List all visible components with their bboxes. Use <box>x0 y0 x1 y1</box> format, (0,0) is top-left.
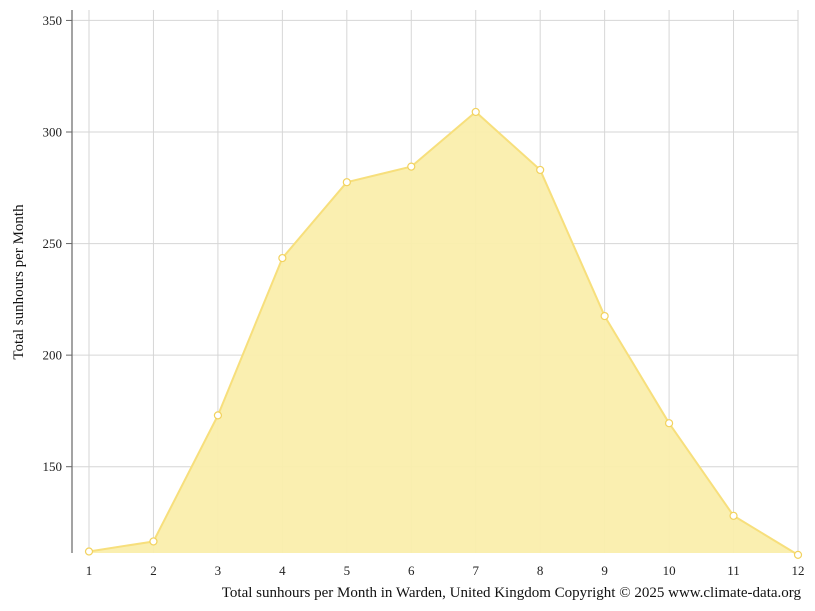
x-tick-label-4: 4 <box>279 563 286 578</box>
data-point-11 <box>729 511 738 520</box>
x-tick-label-12: 12 <box>792 563 805 578</box>
marker-layer <box>84 107 803 559</box>
x-tick-label-7: 7 <box>472 563 479 578</box>
chart-caption: Total sunhours per Month in Warden, Unit… <box>221 585 801 601</box>
x-tick-label-11: 11 <box>727 563 740 578</box>
data-point-9 <box>600 311 609 321</box>
y-tick-label-300: 300 <box>43 125 63 140</box>
data-point-3 <box>213 411 223 420</box>
data-point-2 <box>149 537 158 546</box>
x-tick-label-8: 8 <box>537 563 544 578</box>
data-point-10 <box>664 419 674 428</box>
x-tick-label-10: 10 <box>663 563 676 578</box>
y-tick-label-350: 350 <box>43 13 63 28</box>
x-tick-label-6: 6 <box>408 563 415 578</box>
x-tick-label-5: 5 <box>344 563 351 578</box>
y-tick-label-150: 150 <box>43 459 63 474</box>
data-point-5 <box>342 178 351 187</box>
x-tick-label-1: 1 <box>86 563 93 578</box>
series-line <box>88 110 799 556</box>
y-tick-label-250: 250 <box>43 236 63 251</box>
data-point-12 <box>793 550 803 559</box>
axis-layer <box>66 10 73 553</box>
y-axis-title: Total sunhours per Month <box>11 204 27 360</box>
data-point-1 <box>84 547 94 556</box>
data-point-7 <box>471 107 480 117</box>
series-area <box>89 111 798 555</box>
data-point-8 <box>536 165 545 175</box>
x-tick-label-3: 3 <box>215 563 222 578</box>
x-tick-label-2: 2 <box>150 563 157 578</box>
y-tick-label-200: 200 <box>43 348 63 363</box>
data-point-6 <box>407 162 416 171</box>
x-tick-label-9: 9 <box>601 563 608 578</box>
data-point-4 <box>278 253 287 263</box>
area-layer <box>88 110 799 556</box>
